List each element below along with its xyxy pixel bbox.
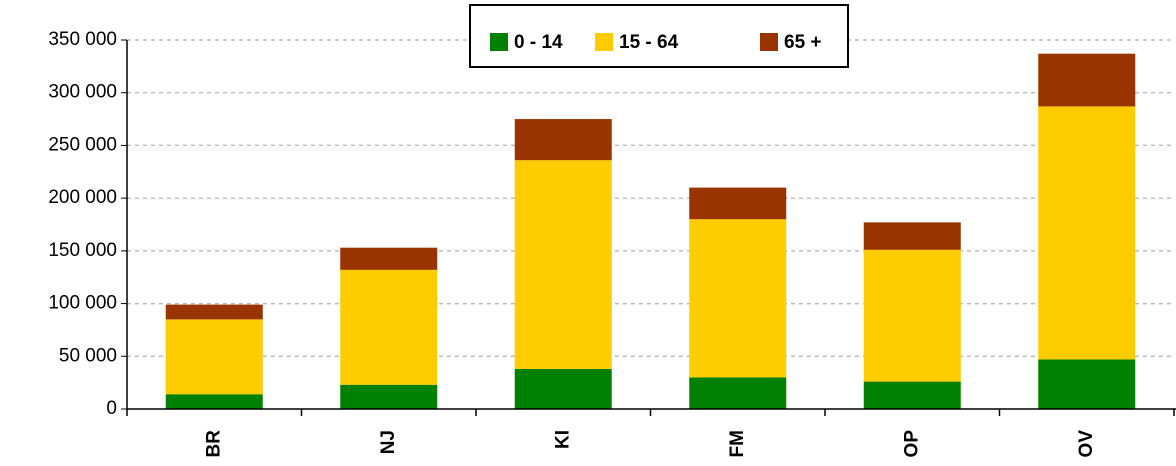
bar-segment [514,119,612,161]
legend-label: 0 - 14 [514,32,563,53]
x-tick-label: OP [901,430,922,458]
bar-segment [689,377,787,409]
bar-segment [1038,53,1136,107]
bar-segment [340,269,438,385]
bar-segment [863,381,961,409]
x-tick-label: NJ [378,430,399,454]
bar-segment [863,249,961,382]
legend-label: 15 - 64 [619,32,679,53]
x-tick-label: FM [727,430,748,457]
bar-segment [514,368,612,409]
bar-segment [689,219,787,378]
y-tick-label: 50 000 [59,345,117,366]
bar-segment [514,160,612,369]
bar-segment [340,247,438,270]
bar-segment [863,222,961,250]
bar-segment [340,384,438,409]
y-tick-label: 250 000 [48,134,117,155]
bar-segment [689,187,787,220]
x-tick-label: KI [552,430,573,449]
legend-label: 65 + [784,32,822,53]
y-tick-label: 0 [106,398,117,419]
bar-segment [1038,359,1136,409]
x-tick-label: BR [203,430,224,458]
legend-swatch [490,33,508,51]
bar-segment [165,304,263,320]
legend-box [469,4,849,68]
y-tick-label: 150 000 [48,240,117,261]
y-tick-label: 200 000 [48,187,117,208]
y-tick-label: 350 000 [48,29,117,50]
bar-segment [165,394,263,409]
y-tick-label: 100 000 [48,293,117,314]
bar-segment [165,319,263,395]
legend: 0 - 14 15 - 64 65 + [469,4,849,68]
y-tick-label: 300 000 [48,82,117,103]
legend-swatch [760,33,778,51]
bar-segment [1038,106,1136,360]
legend-swatch [595,33,613,51]
x-tick-label: OV [1076,430,1097,458]
